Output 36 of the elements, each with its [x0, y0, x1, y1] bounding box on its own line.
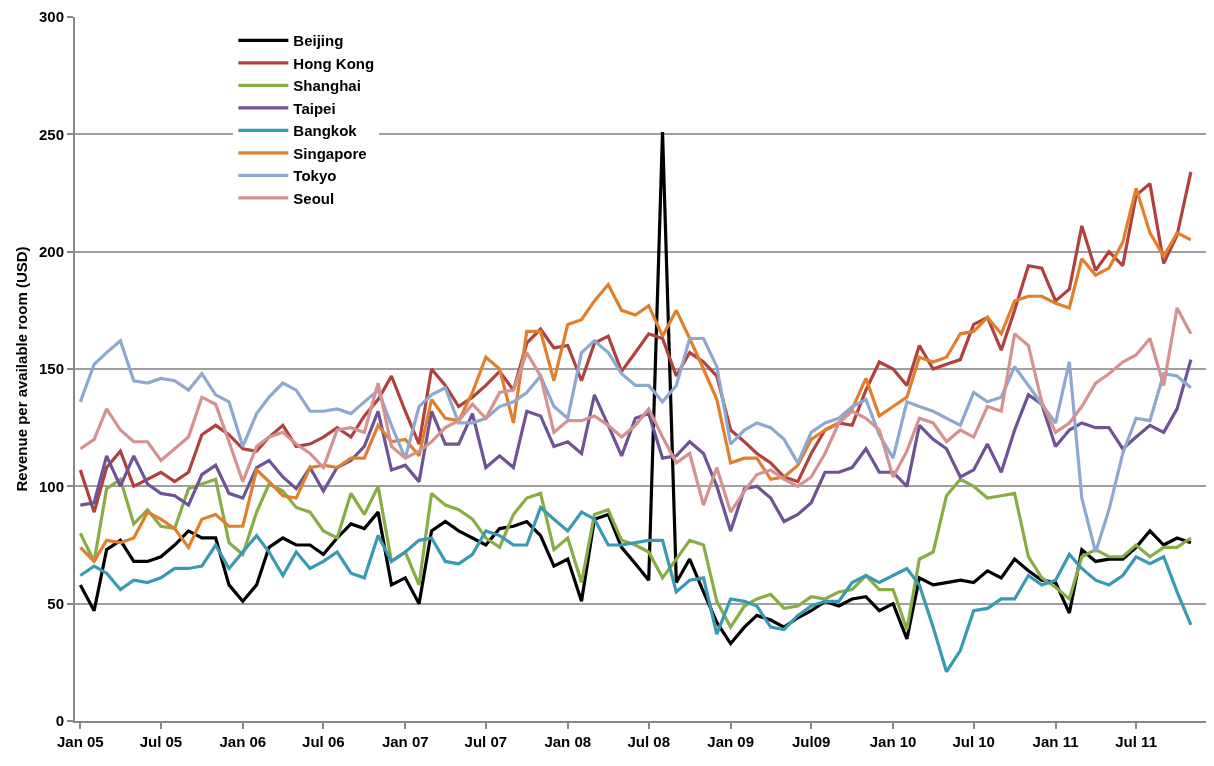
y-tick-label: 0 [55, 712, 64, 730]
x-tick-label: Jan 10 [869, 733, 917, 750]
x-tick-label: Jan 05 [56, 733, 104, 750]
x-tick-label: Jul 10 [952, 733, 995, 750]
x-tick-label: Jan 06 [219, 733, 267, 750]
y-tick-label: 200 [38, 242, 64, 260]
x-tick-label: Jan 07 [381, 733, 429, 750]
x-tick-label: Jul 07 [464, 733, 508, 750]
y-axis-title: Revenue per available room (USD) [12, 246, 30, 492]
legend-label: Seoul [293, 189, 335, 207]
legend-label: Tokyo [293, 167, 337, 185]
legend-label: Shanghai [293, 77, 361, 95]
x-tick-label: Jan 09 [707, 733, 754, 750]
y-tick-label: 150 [38, 360, 64, 378]
line-series [78, 477, 1193, 632]
y-tick-label: 50 [47, 594, 64, 612]
line-series [78, 306, 1193, 514]
legend-label: Hong Kong [293, 54, 375, 72]
y-tick-label: 300 [38, 8, 64, 26]
line-series [78, 336, 1193, 554]
y-tick-label: 100 [38, 477, 64, 495]
x-tick-label: Jul09 [792, 733, 831, 750]
x-tick-label: Jan 08 [544, 733, 592, 750]
legend-label: Singapore [293, 144, 367, 162]
x-tick-label: Jul 05 [139, 733, 183, 750]
legend-label: Bangkok [293, 122, 358, 140]
legend-label: Taipei [293, 99, 336, 117]
legend-label: Beijing [293, 32, 344, 50]
x-tick-label: Jul 06 [302, 733, 345, 750]
x-tick-label: Jul 08 [627, 733, 670, 750]
x-tick-label: Jan 11 [1032, 733, 1079, 750]
line-series [78, 186, 1193, 564]
x-tick-label: Jul 11 [1115, 733, 1157, 750]
line-series [78, 358, 1193, 533]
y-tick-label: 250 [38, 125, 64, 143]
line-series [78, 505, 1193, 674]
